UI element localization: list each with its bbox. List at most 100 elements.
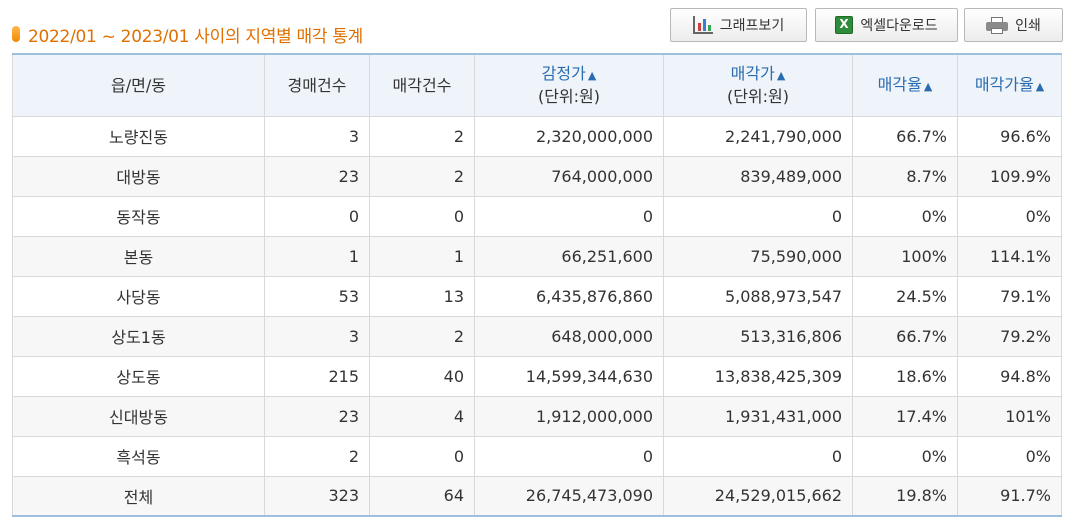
header-bar: 2022/01 ~ 2023/01 사이의 지역별 매각 통계 그래프보기 엑셀… <box>0 0 1073 52</box>
sale-rate-cell: 0% <box>852 435 958 477</box>
sort-up-icon: ▲ <box>1035 79 1045 93</box>
sale-price-cell: 5,088,973,547 <box>663 275 853 317</box>
print-label: 인쇄 <box>1015 18 1041 34</box>
bullet-icon <box>12 26 20 42</box>
appraisal-cell: 0 <box>474 435 664 477</box>
sold-count-cell: 40 <box>369 355 475 397</box>
sale-price-cell: 1,931,431,000 <box>663 395 853 437</box>
col-sale-rate-sort[interactable]: 매각율 ▲ <box>852 53 958 117</box>
region-cell: 노량진동 <box>12 115 265 157</box>
col-appraisal-unit: (단위:원) <box>537 87 601 107</box>
sale-price-rate-cell: 0% <box>957 435 1062 477</box>
region-cell: 흑석동 <box>12 435 265 477</box>
table-row: 노량진동 3 2 2,320,000,000 2,241,790,000 66.7% 96.… <box>12 115 1062 157</box>
appraisal-cell: 14,599,344,630 <box>474 355 664 397</box>
region-cell: 사당동 <box>12 275 265 317</box>
sort-up-icon: ▲ <box>923 79 933 93</box>
sale-price-cell: 24,529,015,662 <box>663 475 853 517</box>
page-title-text: 2022/01 ~ 2023/01 사이의 지역별 매각 통계 <box>28 26 364 47</box>
col-sold-count: 매각건수 <box>369 53 475 117</box>
auction-count-cell: 53 <box>264 275 370 317</box>
col-sale-price-rate-label: 매각가율 <box>974 74 1034 94</box>
region-cell: 전체 <box>12 475 265 517</box>
region-cell: 동작동 <box>12 195 265 237</box>
auction-count-cell: 2 <box>264 435 370 477</box>
sale-rate-cell: 24.5% <box>852 275 958 317</box>
excel-icon <box>835 16 854 34</box>
sale-rate-cell: 100% <box>852 235 958 277</box>
sale-rate-cell: 0% <box>852 195 958 237</box>
table-row: 신대방동 23 4 1,912,000,000 1,931,431,000 17.4% 10… <box>12 395 1062 437</box>
sale-price-rate-cell: 114.1% <box>957 235 1062 277</box>
region-cell: 상도동 <box>12 355 265 397</box>
auction-count-cell: 3 <box>264 315 370 357</box>
appraisal-cell: 764,000,000 <box>474 155 664 197</box>
sale-rate-cell: 18.6% <box>852 355 958 397</box>
table-row: 상도1동 3 2 648,000,000 513,316,806 66.7% 79.2% <box>12 315 1062 357</box>
sold-count-cell: 4 <box>369 395 475 437</box>
table-total-row: 전체 323 64 26,745,473,090 24,529,015,662 19.8%… <box>12 475 1062 517</box>
appraisal-cell: 6,435,876,860 <box>474 275 664 317</box>
sold-count-cell: 1 <box>369 235 475 277</box>
sale-price-cell: 0 <box>663 435 853 477</box>
excel-download-button[interactable]: 엑셀다운로드 <box>815 8 958 42</box>
table-row: 상도동 215 40 14,599,344,630 13,838,425,309 18.6… <box>12 355 1062 397</box>
graph-view-label: 그래프보기 <box>719 18 785 34</box>
table-row: 대방동 23 2 764,000,000 839,489,000 8.7% 109.9% <box>12 155 1062 197</box>
col-sale-price-unit: (단위:원) <box>726 87 790 107</box>
table-row: 본동 1 1 66,251,600 75,590,000 100% 114.1% <box>12 235 1062 277</box>
auction-count-cell: 1 <box>264 235 370 277</box>
col-sale-price-sort[interactable]: 매각가 ▲ (단위:원) <box>663 53 853 117</box>
printer-icon <box>986 16 1009 34</box>
table-row: 흑석동 2 0 0 0 0% 0% <box>12 435 1062 477</box>
auction-count-cell: 3 <box>264 115 370 157</box>
graph-view-button[interactable]: 그래프보기 <box>670 8 807 42</box>
region-cell: 본동 <box>12 235 265 277</box>
sale-rate-cell: 66.7% <box>852 315 958 357</box>
auction-count-cell: 23 <box>264 155 370 197</box>
sale-price-rate-cell: 109.9% <box>957 155 1062 197</box>
sale-rate-cell: 17.4% <box>852 395 958 437</box>
col-region: 읍/면/동 <box>12 53 265 117</box>
sale-rate-cell: 19.8% <box>852 475 958 517</box>
auction-count-cell: 23 <box>264 395 370 437</box>
appraisal-cell: 1,912,000,000 <box>474 395 664 437</box>
sold-count-cell: 2 <box>369 115 475 157</box>
sale-price-cell: 2,241,790,000 <box>663 115 853 157</box>
bar-chart-icon <box>692 16 713 34</box>
region-cell: 신대방동 <box>12 395 265 437</box>
col-sale-price-rate-sort[interactable]: 매각가율 ▲ <box>957 53 1062 117</box>
sale-price-cell: 75,590,000 <box>663 235 853 277</box>
col-sale-price-label: 매각가 <box>730 64 775 84</box>
sold-count-cell: 2 <box>369 315 475 357</box>
sale-price-cell: 13,838,425,309 <box>663 355 853 397</box>
sale-price-cell: 0 <box>663 195 853 237</box>
appraisal-cell: 2,320,000,000 <box>474 115 664 157</box>
sold-count-cell: 0 <box>369 195 475 237</box>
sold-count-cell: 64 <box>369 475 475 517</box>
appraisal-cell: 66,251,600 <box>474 235 664 277</box>
table-header-row: 읍/면/동 경매건수 매각건수 감정가 ▲ (단위:원) 매각가 ▲ (단위:원) … <box>12 53 1062 117</box>
region-cell: 상도1동 <box>12 315 265 357</box>
sort-up-icon: ▲ <box>587 69 597 83</box>
auction-count-cell: 323 <box>264 475 370 517</box>
region-cell: 대방동 <box>12 155 265 197</box>
sort-up-icon: ▲ <box>776 69 786 83</box>
appraisal-cell: 648,000,000 <box>474 315 664 357</box>
col-sale-rate-label: 매각율 <box>877 74 922 94</box>
sale-price-rate-cell: 101% <box>957 395 1062 437</box>
col-appraisal-label: 감정가 <box>541 64 586 84</box>
sale-price-rate-cell: 79.1% <box>957 275 1062 317</box>
sold-count-cell: 13 <box>369 275 475 317</box>
sale-price-rate-cell: 91.7% <box>957 475 1062 517</box>
col-appraisal-sort[interactable]: 감정가 ▲ (단위:원) <box>474 53 664 117</box>
excel-download-label: 엑셀다운로드 <box>860 18 938 34</box>
sale-price-rate-cell: 94.8% <box>957 355 1062 397</box>
sale-price-rate-cell: 79.2% <box>957 315 1062 357</box>
appraisal-cell: 26,745,473,090 <box>474 475 664 517</box>
region-stats-table: 읍/면/동 경매건수 매각건수 감정가 ▲ (단위:원) 매각가 ▲ (단위:원) … <box>12 53 1062 517</box>
table-row: 동작동 0 0 0 0 0% 0% <box>12 195 1062 237</box>
auction-count-cell: 0 <box>264 195 370 237</box>
print-button[interactable]: 인쇄 <box>964 8 1063 42</box>
sale-rate-cell: 8.7% <box>852 155 958 197</box>
